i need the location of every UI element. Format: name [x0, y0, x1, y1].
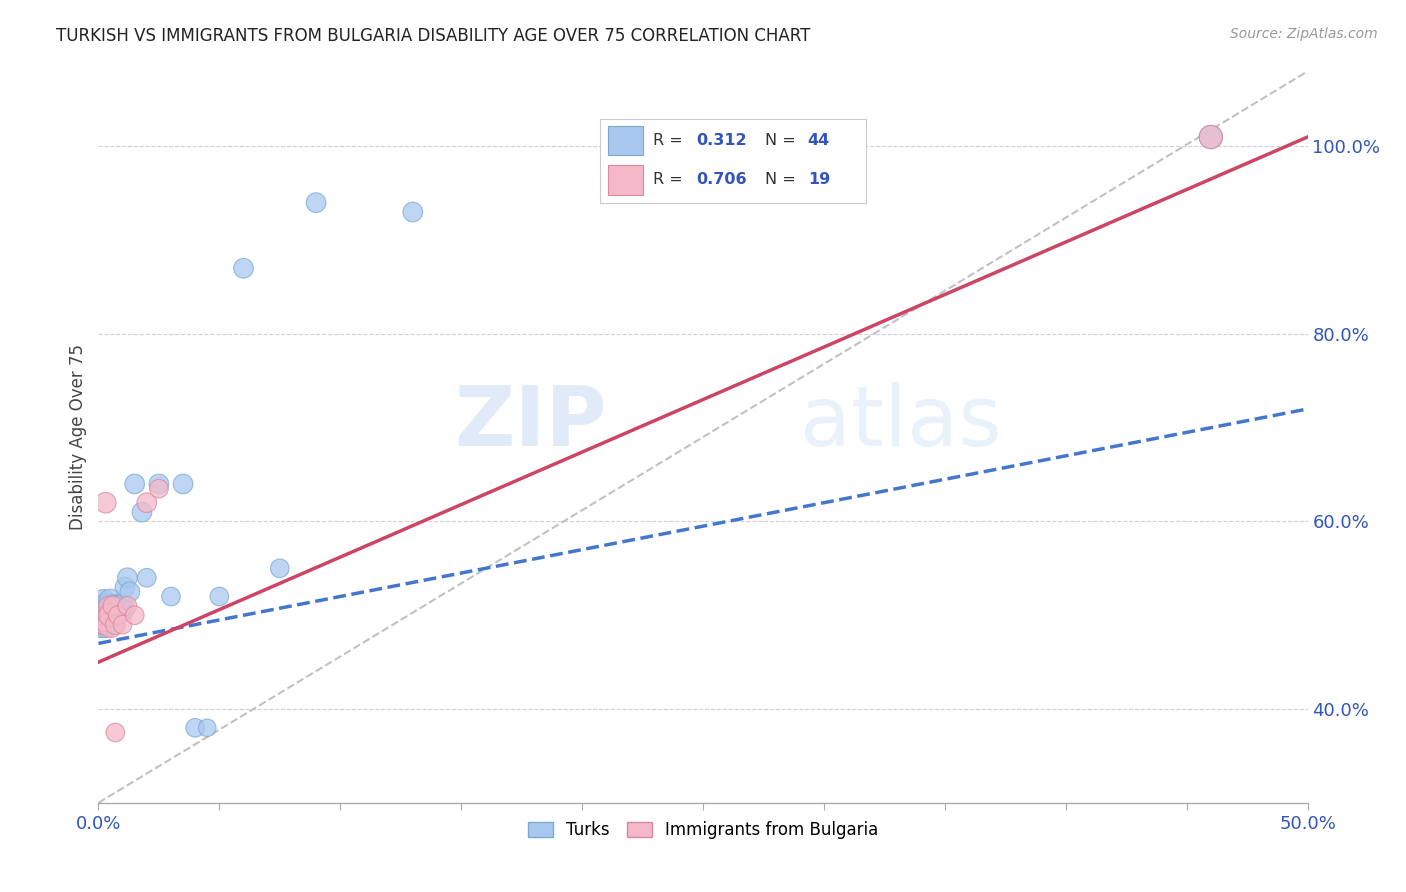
- Point: [111, 599, 134, 613]
- Point: [107, 603, 129, 617]
- Point: [94, 613, 117, 627]
- Point: [160, 590, 183, 604]
- Point: [90, 617, 112, 632]
- Point: [107, 608, 129, 623]
- Point: [100, 594, 122, 608]
- Point: [402, 205, 425, 219]
- Point: [100, 599, 122, 613]
- Point: [94, 496, 117, 510]
- Point: [148, 477, 170, 491]
- Text: ZIP: ZIP: [454, 382, 606, 463]
- Point: [94, 599, 117, 613]
- Point: [90, 608, 112, 623]
- Point: [269, 561, 291, 575]
- Point: [91, 594, 114, 608]
- Point: [104, 599, 127, 613]
- Point: [101, 608, 124, 623]
- Point: [184, 721, 207, 735]
- Text: Source: ZipAtlas.com: Source: ZipAtlas.com: [1230, 27, 1378, 41]
- Point: [97, 608, 120, 623]
- Point: [1199, 130, 1222, 145]
- Text: TURKISH VS IMMIGRANTS FROM BULGARIA DISABILITY AGE OVER 75 CORRELATION CHART: TURKISH VS IMMIGRANTS FROM BULGARIA DISA…: [56, 27, 811, 45]
- Point: [94, 617, 117, 632]
- Point: [100, 617, 122, 632]
- Point: [117, 599, 139, 613]
- Point: [305, 195, 328, 210]
- Point: [114, 580, 136, 594]
- Point: [91, 599, 114, 613]
- Point: [90, 613, 112, 627]
- Point: [91, 608, 114, 623]
- Point: [131, 505, 153, 519]
- Point: [124, 608, 146, 623]
- Legend: Turks, Immigrants from Bulgaria: Turks, Immigrants from Bulgaria: [522, 814, 884, 846]
- Point: [104, 617, 127, 632]
- Y-axis label: Disability Age Over 75: Disability Age Over 75: [69, 344, 87, 530]
- Point: [195, 721, 218, 735]
- Point: [172, 477, 194, 491]
- Point: [135, 571, 157, 585]
- Point: [1199, 130, 1222, 145]
- Point: [94, 613, 117, 627]
- Point: [91, 608, 114, 623]
- Point: [104, 725, 127, 739]
- Point: [97, 617, 120, 632]
- Point: [104, 603, 127, 617]
- Point: [148, 482, 170, 496]
- Point: [232, 261, 254, 276]
- Point: [94, 603, 117, 617]
- Point: [124, 477, 146, 491]
- Point: [111, 617, 134, 632]
- Point: [117, 571, 139, 585]
- Point: [108, 599, 131, 613]
- Point: [100, 613, 122, 627]
- Point: [97, 599, 120, 613]
- Point: [100, 608, 122, 623]
- Point: [91, 603, 114, 617]
- Point: [91, 617, 114, 632]
- Point: [97, 608, 120, 623]
- Point: [101, 599, 124, 613]
- Point: [97, 599, 120, 613]
- Point: [111, 603, 134, 617]
- Point: [101, 603, 124, 617]
- Point: [100, 603, 122, 617]
- Point: [94, 608, 117, 623]
- Point: [118, 584, 141, 599]
- Point: [208, 590, 231, 604]
- Point: [90, 617, 112, 632]
- Point: [135, 496, 157, 510]
- Text: atlas: atlas: [800, 382, 1001, 463]
